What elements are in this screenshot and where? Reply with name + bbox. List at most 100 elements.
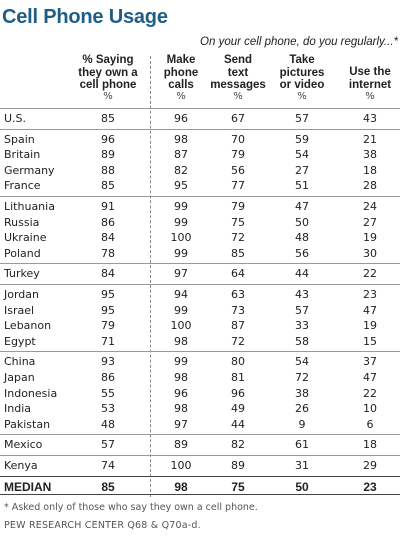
value-cell: 47 (363, 371, 377, 384)
value-cell: 96 (174, 386, 188, 400)
value-cell: 56 (231, 163, 245, 177)
value-cell: 55 (101, 386, 115, 400)
median-row: MEDIAN 85 98 75 50 23 (0, 477, 405, 497)
column-header-line: Make (166, 54, 196, 66)
row-separator (0, 494, 400, 496)
value-cell: 43 (295, 288, 309, 301)
value-cell: 99 (174, 200, 188, 213)
unit-label: % (103, 91, 113, 102)
row-separator (0, 108, 400, 109)
value-cell: 47 (363, 303, 377, 317)
value-cell: 15 (363, 334, 377, 348)
column-header-line: Send (223, 54, 253, 66)
country-name: Japan (4, 371, 35, 384)
value-cell: 79 (231, 200, 245, 213)
row-separator (0, 434, 400, 436)
country-name: U.S. (4, 112, 27, 125)
column-header-line: pictures (279, 66, 325, 79)
value-cell: 80 (231, 355, 245, 369)
value-cell: 50 (295, 479, 309, 494)
value-cell: 75 (231, 479, 245, 494)
value-cell: 85 (101, 479, 115, 494)
row-separator (0, 351, 400, 353)
value-cell: 37 (363, 355, 377, 369)
row-separator (0, 196, 400, 197)
column-header-line: messages (210, 79, 266, 91)
value-cell: 23 (363, 288, 377, 301)
table-row: Pakistan 48 97 44 9 6 (0, 415, 405, 435)
table-row: Israel 95 99 73 57 47 (0, 301, 405, 321)
table-row: India 53 98 49 26 10 (0, 399, 405, 419)
value-cell: 64 (231, 267, 245, 281)
value-cell: 72 (231, 231, 245, 245)
value-cell: 58 (295, 334, 309, 348)
column-header-line: text (227, 66, 249, 79)
column-header-line: Take (289, 54, 315, 66)
value-cell: 82 (231, 438, 245, 452)
table-row: Japan 86 98 81 72 47 (0, 368, 405, 388)
value-cell: 51 (295, 179, 309, 193)
value-cell: 63 (231, 288, 245, 301)
country-name: Mexico (4, 438, 43, 452)
value-cell: 44 (295, 267, 309, 281)
table-row: Lebanon 79 100 87 33 19 (0, 316, 405, 336)
value-cell: 87 (231, 319, 245, 333)
row-separator (0, 128, 400, 130)
unit-label: % (176, 91, 186, 102)
value-cell: 48 (101, 417, 115, 431)
value-cell: 100 (170, 319, 192, 333)
value-cell: 97 (174, 417, 188, 431)
table-row: Poland 78 99 85 56 30 (0, 244, 405, 264)
row-separator (0, 475, 400, 477)
value-cell: 57 (101, 438, 115, 452)
value-cell: 99 (174, 303, 188, 317)
value-cell: 38 (363, 148, 377, 162)
table-row: China 93 99 80 54 37 (0, 352, 405, 372)
column-divider (150, 56, 151, 497)
value-cell: 19 (363, 231, 377, 245)
median-label: MEDIAN (4, 479, 52, 494)
value-cell: 98 (174, 371, 188, 384)
value-cell: 73 (231, 303, 245, 317)
value-cell: 89 (231, 459, 245, 472)
value-cell: 26 (295, 402, 309, 416)
country-name: Indonesia (4, 386, 58, 400)
value-cell: 99 (174, 215, 188, 229)
value-cell: 74 (101, 459, 115, 472)
value-cell: 44 (231, 417, 245, 431)
value-cell: 99 (174, 246, 188, 260)
value-cell: 72 (295, 371, 309, 384)
value-cell: 33 (295, 319, 309, 333)
value-cell: 100 (170, 231, 192, 245)
value-cell: 98 (174, 479, 188, 494)
source-note: PEW RESEARCH CENTER Q68 & Q70a-d. (4, 520, 201, 531)
country-name: Lithuania (4, 200, 55, 213)
country-name: Poland (4, 246, 41, 260)
column-header-line: calls (168, 79, 194, 91)
value-cell: 91 (101, 200, 115, 213)
value-cell: 84 (101, 231, 115, 245)
table-row: Mexico 57 89 82 61 18 (0, 435, 405, 455)
value-cell: 98 (174, 132, 188, 146)
column-header-line: % Saying (82, 54, 134, 66)
value-cell: 93 (101, 355, 115, 369)
value-cell: 77 (231, 179, 245, 193)
value-cell: 23 (363, 479, 377, 494)
value-cell: 19 (363, 319, 377, 333)
value-cell: 86 (101, 215, 115, 229)
column-header-4: Take pictures or video (271, 54, 333, 92)
unit-label: % (365, 91, 375, 102)
value-cell: 96 (174, 112, 188, 125)
value-cell: 27 (363, 215, 377, 229)
table-row: Spain 96 98 70 59 21 (0, 130, 405, 150)
row-separator (0, 455, 400, 456)
country-name: France (4, 179, 41, 193)
value-cell: 21 (363, 132, 377, 146)
value-cell: 89 (174, 438, 188, 452)
value-cell: 47 (295, 200, 309, 213)
chart-title: Cell Phone Usage (2, 6, 168, 28)
column-header-line: they own a (78, 66, 138, 79)
value-cell: 81 (231, 371, 245, 384)
country-name: China (4, 355, 36, 369)
value-cell: 96 (231, 386, 245, 400)
